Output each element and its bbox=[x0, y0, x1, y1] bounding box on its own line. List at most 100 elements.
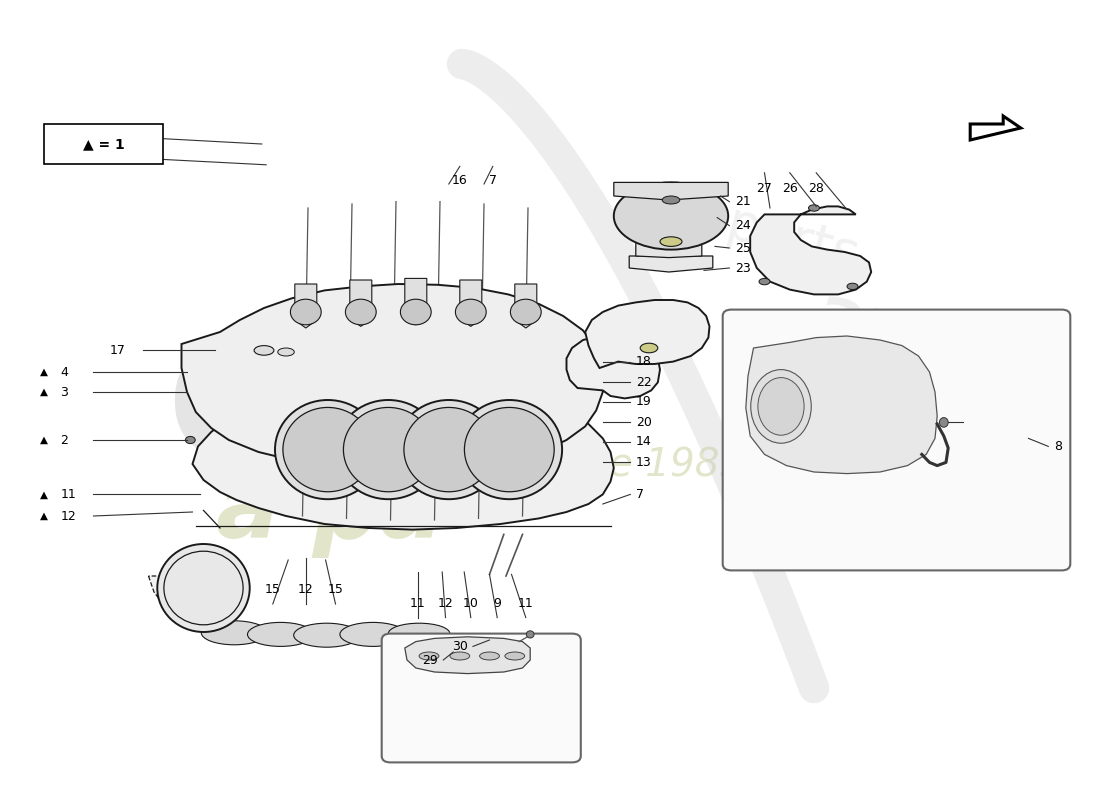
Text: 8: 8 bbox=[1054, 440, 1062, 453]
Polygon shape bbox=[636, 216, 702, 258]
Ellipse shape bbox=[510, 299, 541, 325]
Ellipse shape bbox=[750, 370, 812, 443]
Ellipse shape bbox=[185, 437, 195, 444]
Ellipse shape bbox=[201, 621, 267, 645]
FancyBboxPatch shape bbox=[382, 634, 581, 762]
Text: ▲: ▲ bbox=[40, 511, 48, 521]
Ellipse shape bbox=[456, 400, 562, 499]
Text: 12: 12 bbox=[438, 597, 453, 610]
Text: ▲ = 1: ▲ = 1 bbox=[82, 137, 124, 151]
Polygon shape bbox=[192, 378, 614, 530]
Ellipse shape bbox=[808, 205, 820, 211]
Ellipse shape bbox=[660, 237, 682, 246]
Text: ▲: ▲ bbox=[40, 490, 48, 499]
Polygon shape bbox=[460, 280, 482, 326]
Text: 29: 29 bbox=[422, 654, 438, 666]
Ellipse shape bbox=[662, 196, 680, 204]
Text: 26: 26 bbox=[782, 182, 797, 195]
Text: ▲: ▲ bbox=[40, 387, 48, 397]
Polygon shape bbox=[405, 637, 530, 674]
Ellipse shape bbox=[388, 623, 450, 644]
Text: ▲: ▲ bbox=[89, 154, 98, 163]
Text: 4: 4 bbox=[60, 366, 68, 378]
Ellipse shape bbox=[277, 348, 295, 356]
Text: 11: 11 bbox=[410, 597, 426, 610]
FancyBboxPatch shape bbox=[723, 310, 1070, 570]
Text: 14: 14 bbox=[636, 435, 651, 448]
Ellipse shape bbox=[343, 407, 433, 492]
Text: 16: 16 bbox=[452, 174, 468, 187]
Text: eu: eu bbox=[165, 300, 451, 500]
Polygon shape bbox=[750, 206, 871, 294]
Text: ares: ares bbox=[807, 280, 997, 392]
Ellipse shape bbox=[290, 299, 321, 325]
Text: 12: 12 bbox=[298, 583, 314, 596]
Text: 21: 21 bbox=[735, 195, 750, 208]
Ellipse shape bbox=[455, 299, 486, 325]
Text: 11: 11 bbox=[60, 488, 76, 501]
Text: 9: 9 bbox=[493, 597, 502, 610]
Text: 15: 15 bbox=[265, 583, 280, 596]
Text: ▲: ▲ bbox=[89, 133, 98, 142]
Text: 27: 27 bbox=[757, 182, 772, 195]
Text: 22: 22 bbox=[636, 376, 651, 389]
Text: 5: 5 bbox=[110, 131, 118, 144]
Ellipse shape bbox=[248, 622, 314, 646]
Text: 2: 2 bbox=[60, 434, 68, 446]
Ellipse shape bbox=[759, 278, 770, 285]
Text: a pa: a pa bbox=[216, 466, 444, 558]
Bar bbox=[44, 124, 163, 164]
Text: parts: parts bbox=[719, 198, 865, 282]
Ellipse shape bbox=[505, 652, 525, 660]
Ellipse shape bbox=[614, 182, 728, 250]
Text: 18: 18 bbox=[636, 355, 651, 368]
Text: 11: 11 bbox=[518, 597, 534, 610]
Text: 19: 19 bbox=[636, 395, 651, 408]
Ellipse shape bbox=[275, 400, 381, 499]
Ellipse shape bbox=[404, 407, 494, 492]
Polygon shape bbox=[629, 256, 713, 272]
Polygon shape bbox=[148, 576, 460, 642]
Text: 24: 24 bbox=[735, 219, 750, 232]
Ellipse shape bbox=[480, 652, 499, 660]
Text: 20: 20 bbox=[636, 416, 651, 429]
Ellipse shape bbox=[283, 407, 373, 492]
Ellipse shape bbox=[464, 407, 554, 492]
Polygon shape bbox=[405, 278, 427, 325]
Ellipse shape bbox=[450, 652, 470, 660]
Ellipse shape bbox=[847, 283, 858, 290]
Text: since 1985: since 1985 bbox=[532, 445, 744, 483]
Text: 12: 12 bbox=[60, 510, 76, 522]
Polygon shape bbox=[350, 280, 372, 326]
Polygon shape bbox=[746, 336, 937, 474]
Polygon shape bbox=[295, 284, 317, 328]
Text: 25: 25 bbox=[735, 242, 750, 254]
Text: 28: 28 bbox=[808, 182, 824, 195]
Ellipse shape bbox=[294, 623, 360, 647]
Ellipse shape bbox=[400, 299, 431, 325]
Ellipse shape bbox=[254, 346, 274, 355]
Polygon shape bbox=[515, 284, 537, 328]
Ellipse shape bbox=[419, 652, 439, 660]
Text: 15: 15 bbox=[328, 583, 343, 596]
Polygon shape bbox=[566, 336, 660, 398]
Text: 17: 17 bbox=[110, 344, 125, 357]
Polygon shape bbox=[182, 284, 603, 468]
Ellipse shape bbox=[939, 418, 948, 427]
Ellipse shape bbox=[526, 630, 534, 638]
Ellipse shape bbox=[157, 544, 250, 632]
Polygon shape bbox=[585, 300, 710, 368]
Text: 7: 7 bbox=[636, 488, 644, 501]
Polygon shape bbox=[614, 182, 728, 200]
Text: 30: 30 bbox=[452, 640, 468, 653]
Text: ▲: ▲ bbox=[40, 367, 48, 377]
Text: 7: 7 bbox=[488, 174, 497, 187]
Ellipse shape bbox=[396, 400, 502, 499]
Ellipse shape bbox=[640, 343, 658, 353]
Text: 10: 10 bbox=[463, 597, 478, 610]
Ellipse shape bbox=[758, 378, 804, 435]
Ellipse shape bbox=[336, 400, 441, 499]
Text: 6: 6 bbox=[110, 152, 118, 165]
Text: 3: 3 bbox=[60, 386, 68, 398]
Text: ▲: ▲ bbox=[40, 435, 48, 445]
